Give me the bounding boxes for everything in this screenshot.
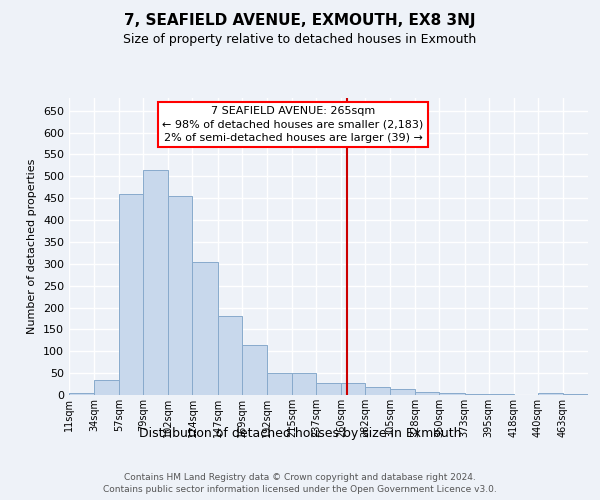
Bar bbox=[94, 380, 119, 395]
Bar bbox=[563, 394, 588, 395]
Text: Size of property relative to detached houses in Exmouth: Size of property relative to detached ho… bbox=[124, 32, 476, 46]
Text: 7 SEAFIELD AVENUE: 265sqm
← 98% of detached houses are smaller (2,183)
2% of sem: 7 SEAFIELD AVENUE: 265sqm ← 98% of detac… bbox=[163, 106, 424, 143]
Bar bbox=[69, 393, 94, 395]
Y-axis label: Number of detached properties: Number of detached properties bbox=[28, 158, 37, 334]
Text: 7, SEAFIELD AVENUE, EXMOUTH, EX8 3NJ: 7, SEAFIELD AVENUE, EXMOUTH, EX8 3NJ bbox=[124, 12, 476, 28]
Bar bbox=[488, 394, 514, 395]
Bar bbox=[169, 196, 193, 395]
Text: Distribution of detached houses by size in Exmouth: Distribution of detached houses by size … bbox=[139, 428, 461, 440]
Bar bbox=[267, 373, 292, 395]
Bar bbox=[439, 393, 464, 395]
Bar bbox=[415, 392, 439, 395]
Bar bbox=[365, 387, 390, 395]
Bar bbox=[242, 344, 267, 395]
Bar bbox=[390, 389, 415, 395]
Text: Contains HM Land Registry data © Crown copyright and database right 2024.: Contains HM Land Registry data © Crown c… bbox=[124, 472, 476, 482]
Bar bbox=[464, 394, 488, 395]
Bar bbox=[292, 373, 316, 395]
Bar bbox=[341, 383, 365, 395]
Bar bbox=[538, 393, 563, 395]
Bar bbox=[143, 170, 169, 395]
Bar bbox=[316, 383, 341, 395]
Text: Contains public sector information licensed under the Open Government Licence v3: Contains public sector information licen… bbox=[103, 485, 497, 494]
Bar bbox=[218, 316, 242, 395]
Bar bbox=[193, 262, 218, 395]
Bar bbox=[119, 194, 143, 395]
